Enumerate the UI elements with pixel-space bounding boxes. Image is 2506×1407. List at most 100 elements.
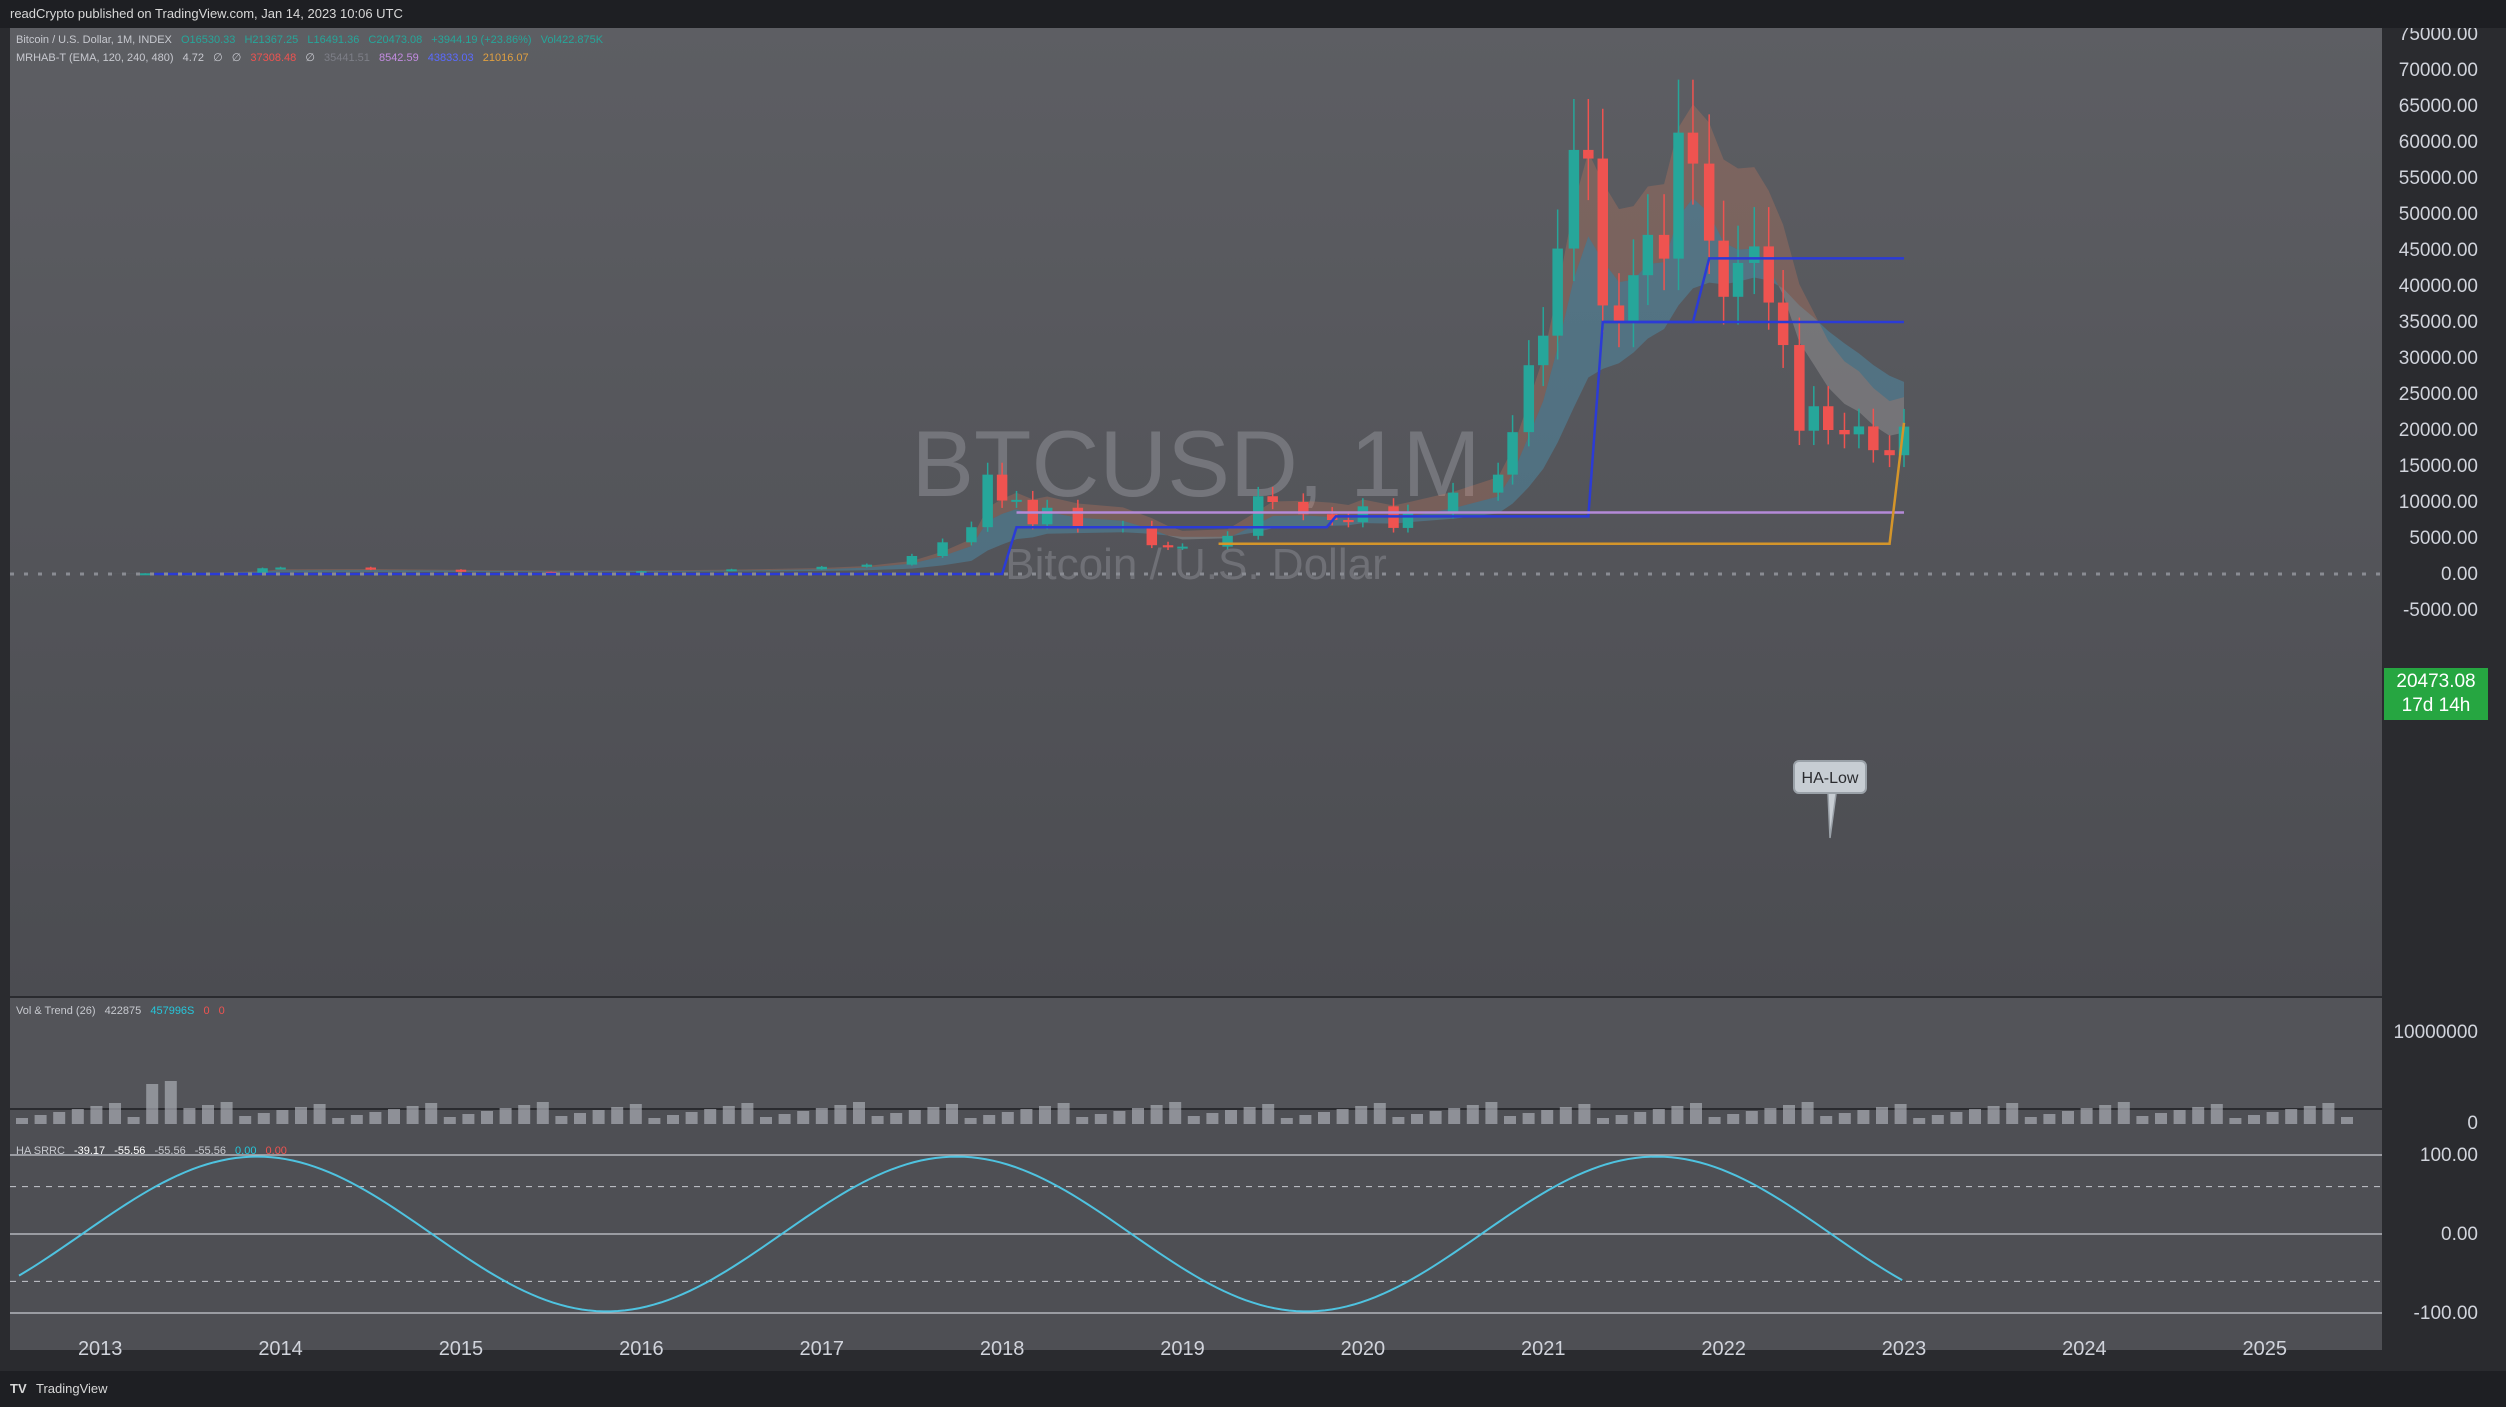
volume-bar [1485,1102,1498,1124]
indicator-v4: 37308.48 [250,52,297,64]
volume-bar [871,1116,884,1124]
srrc-v2: -55.56 [114,1145,146,1157]
srrc-pane-bg [10,1110,2382,1350]
volume-bar [1876,1107,1888,1124]
price-tick-label: 70000.00 [2399,60,2478,81]
volume-bar [1448,1108,1461,1124]
candle-body [1537,335,1549,366]
volume-bar [927,1107,940,1124]
indicator-name: MRHAB-T (EMA, 120, 240, 480) [16,52,174,64]
price-tick-label: -5000.00 [2403,600,2478,621]
volume-bar [2117,1102,2130,1124]
indicator-v7: 8542.59 [378,52,419,64]
price-tick-label: 60000.00 [2399,132,2478,153]
candle-body [1298,502,1309,515]
volume-bar [1950,1112,1963,1124]
current-price-countdown: 17d 14h [2401,695,2471,716]
volume-bar [1987,1106,2000,1124]
vol-v2: 457996S [150,1005,195,1017]
volume-bar [1466,1105,1479,1124]
price-tick-label: 55000.00 [2399,168,2478,189]
volume-bar [1001,1112,1014,1124]
volume-bar [1373,1103,1386,1124]
volume-bar [1690,1103,1702,1124]
volume-bar [146,1084,159,1124]
volume-bar [1838,1113,1851,1124]
volume-bar [164,1081,177,1124]
volume-bar [202,1105,214,1124]
price-tick-label: 35000.00 [2399,312,2478,333]
indicator-v8: 43833.03 [427,52,474,64]
volume-bar [946,1104,958,1124]
footer-brand: TradingView [36,1381,108,1396]
candle-body [1763,246,1774,303]
volume-bar [1076,1117,1089,1124]
indicator-v6: 35441.51 [324,52,370,64]
volume-bar [332,1118,345,1124]
volume-bar [2136,1116,2149,1124]
volume-bar [1039,1106,1051,1124]
candle-body [1583,149,1594,159]
volume-bar [1243,1107,1256,1124]
legend-open: O16530.33 [180,34,236,46]
volume-bar [220,1102,233,1124]
volume-bar [1336,1109,1349,1124]
volume-bar [2155,1113,2167,1124]
volume-bar [2303,1106,2316,1124]
volume-bar [778,1114,791,1124]
time-tick-label: 2024 [2062,1338,2107,1360]
volume-bar [1355,1106,1368,1124]
chart-area[interactable]: BTCUSD, 1M Bitcoin / U.S. Dollar -5000.0… [0,28,2506,1371]
time-tick-label: 2023 [1882,1338,1927,1360]
srrc-tick-label: -100.00 [2414,1303,2478,1324]
volume-bar [1318,1112,1330,1124]
srrc-v6: 0.00 [265,1145,287,1157]
volume-bar [1541,1110,1554,1124]
volume-bar [71,1109,84,1124]
volume-bar [1020,1109,1033,1124]
volume-bar [1132,1108,1144,1124]
volume-bar [1913,1118,1926,1124]
price-tick-label: 65000.00 [2399,96,2478,117]
legend-change: +3944.19 (+23.86%) [431,34,532,46]
price-tick-label: 15000.00 [2399,456,2478,477]
volume-bars [16,1081,2353,1124]
price-tick-label: 10000.00 [2399,492,2478,513]
candle-body [455,569,467,572]
volume-bar [239,1116,252,1124]
volume-bar [1392,1117,1405,1124]
footer-bar: TV TradingView [0,1371,2506,1407]
srrc-tick-label: 0.00 [2441,1224,2478,1245]
volume-bar [704,1109,717,1124]
volume-bar [2043,1114,2056,1124]
volume-bar [1652,1109,1665,1124]
volume-bar [443,1117,456,1124]
candle-body [365,567,377,570]
indicator-v1: 4.72 [182,52,205,64]
volume-bar [648,1118,661,1124]
candle-body [1732,262,1744,297]
volume-bar [629,1104,642,1124]
volume-bar [425,1103,438,1124]
volume-bar [592,1110,605,1124]
volume-bar [908,1110,921,1124]
vol-pane-bg [10,998,2382,1108]
volume-bar [2285,1109,2298,1124]
volume-bar [1280,1118,1293,1124]
candle-body [1523,365,1535,433]
volume-bar [1764,1108,1777,1124]
srrc-line [18,1155,1903,1313]
volume-bar [1820,1116,1833,1124]
legend-low: L16491.36 [307,34,360,46]
volume-bar [1504,1116,1516,1124]
srrc-v4: -55.56 [194,1145,226,1157]
volume-bar [313,1104,326,1124]
volume-bar [741,1103,754,1124]
candle-body [1687,132,1699,164]
candle-body [1162,545,1174,548]
candle-body [140,573,151,576]
time-tick-label: 2022 [1701,1338,1746,1360]
candle-body [1568,149,1580,249]
price-tick-label: 0.00 [2441,564,2478,585]
volume-ticks: 10000000 0 [2393,1022,2478,1134]
